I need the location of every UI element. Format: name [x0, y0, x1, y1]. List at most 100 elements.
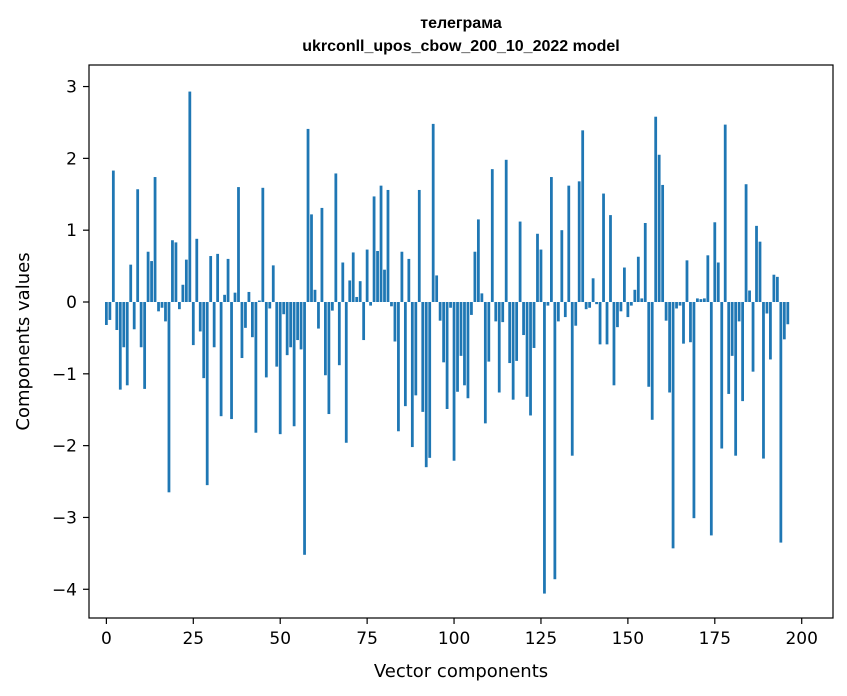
bar: [306, 128, 310, 302]
bar: [751, 302, 755, 372]
bar: [483, 302, 487, 424]
bar: [167, 302, 171, 493]
bar: [181, 284, 185, 302]
bar: [240, 302, 244, 359]
bar: [122, 302, 126, 348]
y-tick-label: 1: [66, 221, 77, 241]
bar: [136, 189, 140, 302]
bar: [629, 302, 633, 306]
x-tick-label: 175: [699, 629, 731, 649]
bar: [546, 302, 550, 306]
bar: [518, 221, 522, 302]
bar: [782, 302, 786, 340]
bar: [400, 251, 404, 302]
bar: [515, 302, 519, 361]
bar: [671, 302, 675, 549]
bar: [650, 302, 654, 420]
bar: [734, 302, 738, 456]
bar: [424, 302, 428, 468]
bar: [675, 302, 678, 309]
bar: [198, 302, 202, 332]
bar: [723, 124, 727, 302]
bar: [661, 184, 665, 302]
bar: [205, 302, 209, 486]
y-axis-ticks: −4 −3 −2 −1 0 1 2 3: [52, 78, 89, 600]
bar: [153, 177, 157, 302]
chart-title-line-1: телеграма: [420, 15, 502, 32]
bar: [383, 269, 386, 302]
bar: [716, 262, 720, 302]
bar: [303, 302, 306, 555]
bar: [619, 302, 623, 312]
bar: [445, 302, 449, 410]
bar: [706, 255, 710, 302]
x-tick-label: 75: [356, 629, 378, 649]
x-tick-label: 150: [612, 629, 644, 649]
bar: [616, 302, 619, 328]
bar: [390, 302, 393, 307]
bar: [327, 302, 331, 415]
bar: [379, 185, 383, 302]
bar: [699, 299, 703, 302]
bar: [452, 302, 456, 461]
bar: [720, 302, 724, 449]
bar: [365, 249, 369, 302]
bar: [647, 302, 651, 387]
x-tick-label: 100: [438, 629, 470, 649]
y-tick-label: −4: [52, 580, 77, 600]
bar: [786, 302, 790, 325]
bar: [174, 242, 178, 302]
bar: [188, 91, 192, 302]
bar: [285, 302, 289, 356]
bar: [369, 302, 372, 306]
bar: [407, 258, 411, 302]
bar: [108, 302, 112, 320]
bar: [435, 275, 439, 302]
bar: [588, 302, 592, 308]
bar: [602, 193, 605, 302]
x-tick-label: 125: [525, 629, 557, 649]
x-tick-label: 200: [785, 629, 817, 649]
bar: [118, 302, 122, 390]
y-tick-label: −2: [52, 437, 77, 457]
bar: [511, 302, 515, 400]
bar: [696, 298, 699, 302]
plot-frame: [88, 64, 834, 619]
bar: [643, 223, 647, 302]
bar: [160, 302, 164, 308]
bar: [351, 252, 355, 302]
bar: [310, 214, 313, 302]
bar: [543, 302, 546, 594]
bar: [449, 302, 452, 308]
bar: [289, 302, 293, 348]
x-tick-label: 25: [182, 629, 204, 649]
bar: [247, 291, 251, 302]
y-axis-label: Components values: [13, 252, 34, 430]
bar: [494, 302, 498, 322]
bar: [682, 302, 685, 344]
bar: [713, 222, 717, 302]
bar: [605, 302, 609, 345]
bar: [623, 267, 626, 302]
bar: [591, 278, 595, 302]
bar: [237, 187, 240, 302]
bar: [775, 276, 779, 302]
bar: [296, 302, 299, 341]
bar: [473, 251, 477, 302]
bar: [612, 302, 616, 386]
y-tick-label: 3: [66, 78, 77, 98]
bar: [320, 207, 324, 302]
y-tick-label: −3: [52, 508, 77, 528]
bar: [202, 302, 206, 379]
bar: [758, 241, 762, 302]
bar: [344, 302, 348, 443]
bar: [171, 240, 174, 302]
bar: [636, 256, 640, 302]
bar: [685, 260, 689, 302]
bar: [553, 302, 557, 580]
bar: [143, 302, 147, 389]
x-tick-label: 0: [101, 629, 112, 649]
bar: [525, 302, 529, 397]
bar: [157, 302, 160, 312]
